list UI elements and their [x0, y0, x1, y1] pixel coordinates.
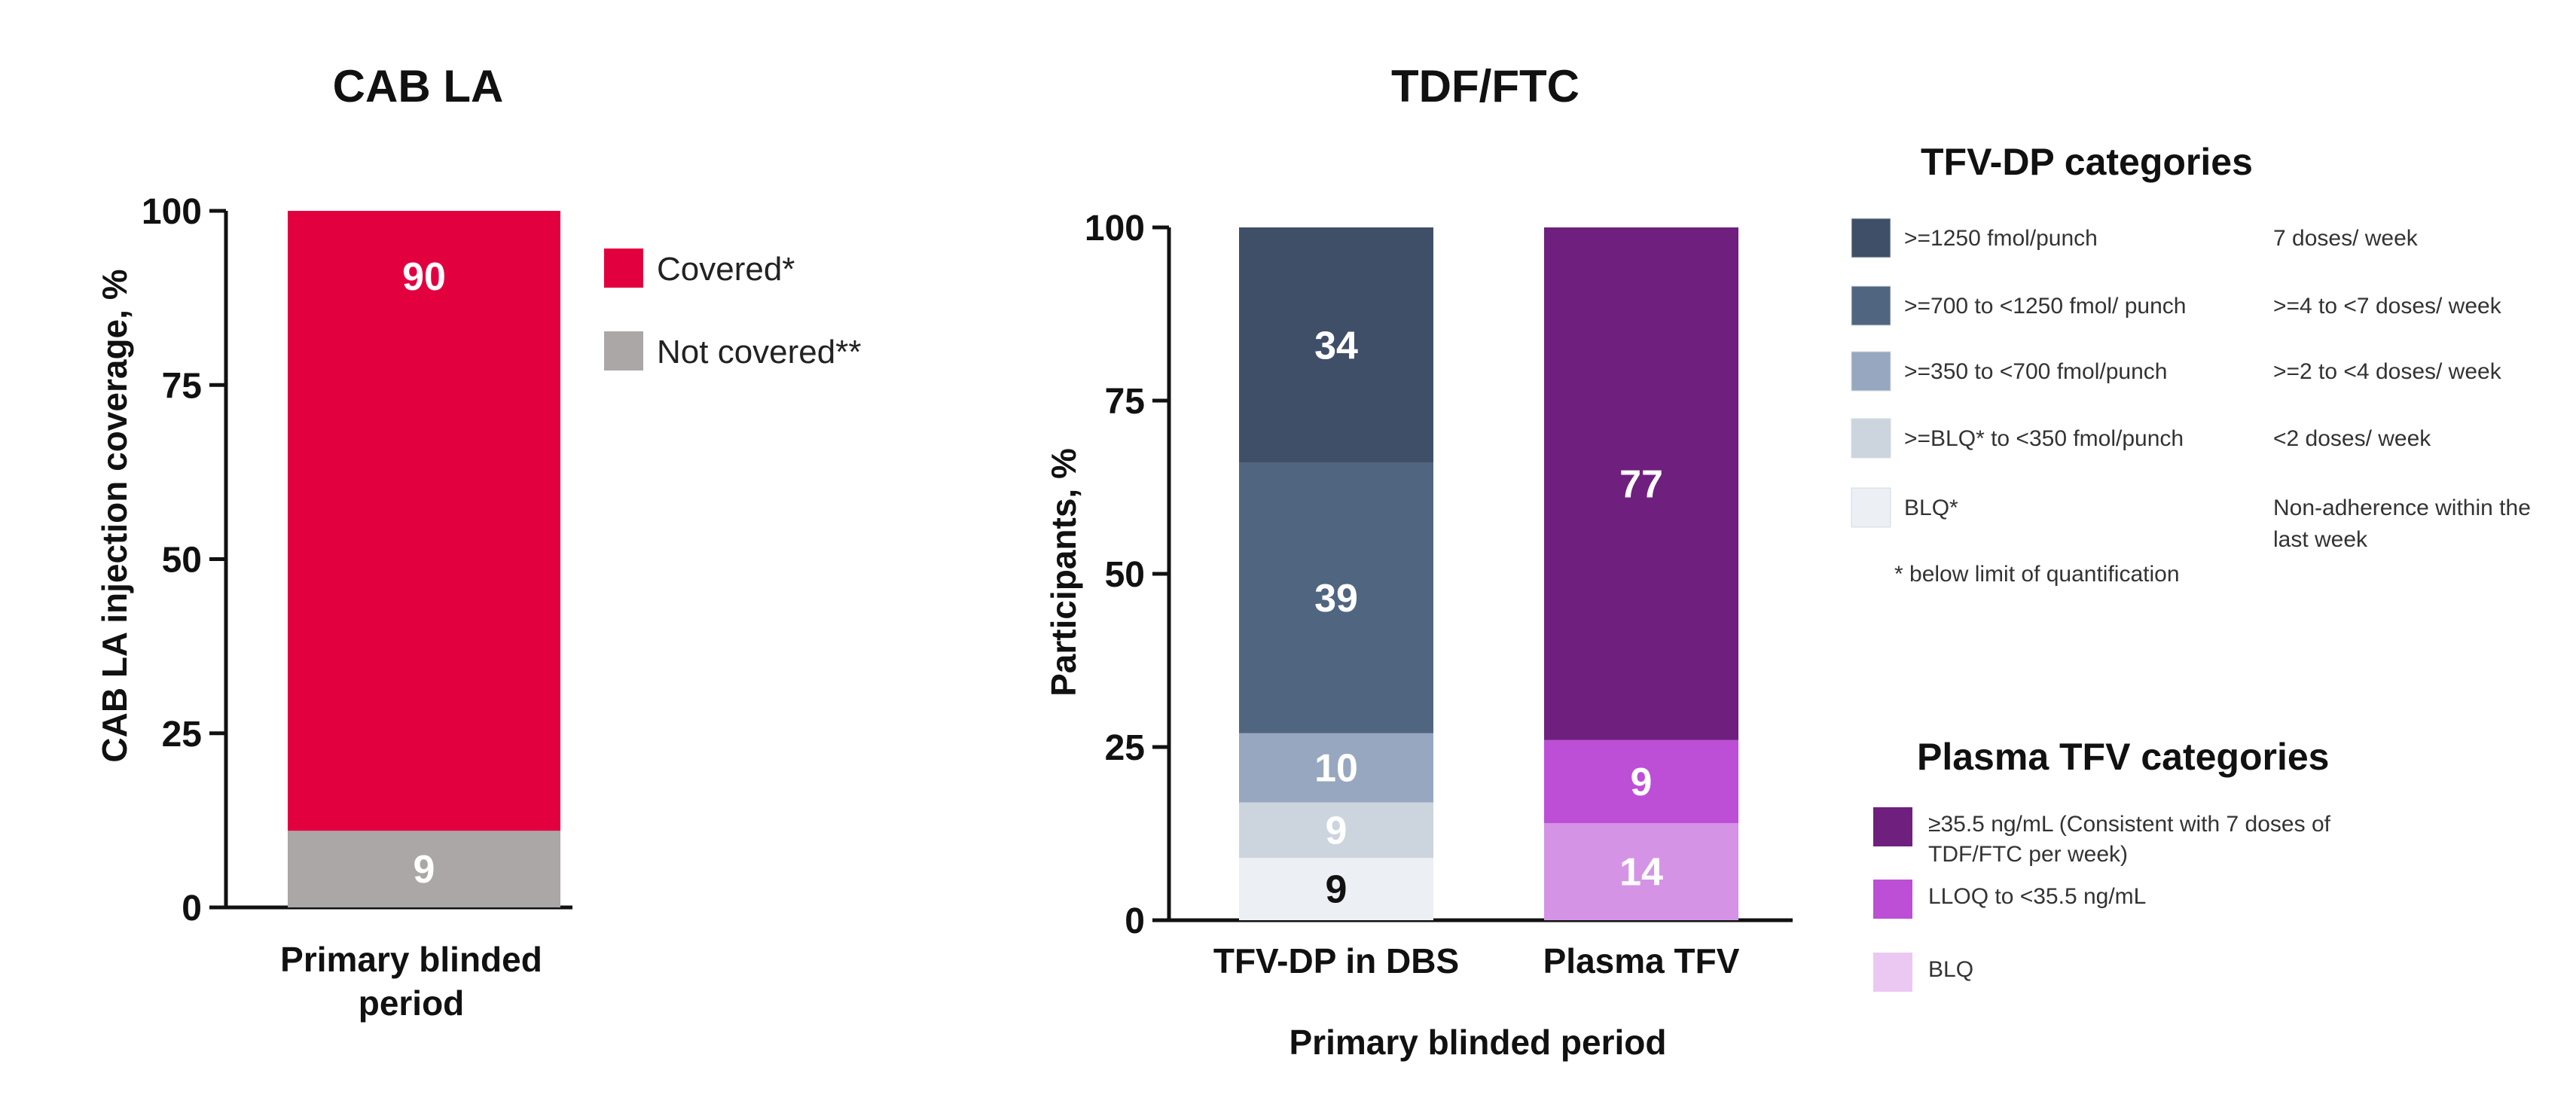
- right-bar-data-label: 14: [1619, 851, 1663, 895]
- tfv-dp-legend-doses: >=2 to <4 doses/ week: [2273, 359, 2502, 384]
- right-y-tick-label: 100: [1085, 209, 1145, 249]
- tfv-dp-legend-heading: TFV-DP categories: [1921, 141, 2253, 183]
- left-chart-title: CAB LA: [333, 61, 504, 111]
- plasma-legend-swatch: [1873, 880, 1912, 919]
- left-legend-swatch: [604, 249, 643, 288]
- tfv-dp-legend-footnote: * below limit of quantification: [1894, 562, 2180, 587]
- left-bar-data-label: 90: [402, 255, 446, 299]
- left-legend-label: Not covered**: [657, 334, 861, 370]
- left-bar-segment-not-covered: [288, 831, 560, 907]
- left-bar-segment-covered: [288, 211, 560, 831]
- right-bar-segment: [1239, 802, 1433, 858]
- right-bar-data-label: 77: [1619, 462, 1663, 506]
- left-x-category-label: Primary blinded period: [280, 940, 542, 1023]
- tfv-dp-legend-doses: Non-adherence within the last week: [2273, 496, 2531, 552]
- right-bar-data-label: 39: [1314, 577, 1358, 621]
- right-bar-data-label: 10: [1314, 747, 1358, 791]
- right-y-tick-label: 50: [1105, 555, 1145, 595]
- tfv-dp-legend-doses: >=4 to <7 doses/ week: [2273, 294, 2502, 319]
- left-legend-label: Covered*: [657, 251, 795, 288]
- right-x-tick-label: TFV-DP in DBS: [1213, 941, 1459, 980]
- tfv-dp-legend-label: BLQ*: [1904, 496, 1958, 520]
- right-y-tick-label: 0: [1125, 901, 1145, 941]
- right-bar-segment: [1544, 823, 1738, 920]
- tfv-dp-legend-label: >=350 to <700 fmol/punch: [1904, 359, 2167, 384]
- left-y-tick-label: 75: [162, 366, 202, 406]
- right-y-tick-label: 25: [1105, 728, 1145, 768]
- right-bar-data-label: 34: [1314, 324, 1358, 367]
- right-bar-segment: [1239, 858, 1433, 920]
- left-y-axis-label: CAB LA injection coverage, %: [95, 269, 134, 762]
- left-bars: 9 90: [288, 211, 560, 907]
- tfv-dp-legend: >=1250 fmol/punch 7 doses/ week >=700 to <…: [1851, 218, 2531, 552]
- tfv-dp-legend-swatch: [1851, 285, 1891, 326]
- right-y-axis-label: Participants, %: [1044, 448, 1083, 697]
- right-bar-segment: [1239, 227, 1433, 463]
- left-y-tick-label: 100: [142, 192, 202, 232]
- plasma-legend-swatch: [1873, 807, 1912, 846]
- tfv-dp-legend-label: >=1250 fmol/punch: [1904, 226, 2098, 251]
- plasma-legend-swatch: [1873, 953, 1912, 992]
- left-y-tick-label: 25: [162, 715, 202, 755]
- tfv-dp-legend-swatch: [1851, 351, 1891, 392]
- right-x-tick-label: Plasma TFV: [1543, 941, 1740, 980]
- right-bar-segment: [1544, 227, 1738, 740]
- plasma-legend-label: ≥35.5 ng/mL (Consistent with 7 doses of T…: [1928, 812, 2331, 867]
- plasma-tfv-legend: ≥35.5 ng/mL (Consistent with 7 doses of T…: [1873, 807, 2331, 992]
- tfv-dp-legend-label: >=700 to <1250 fmol/ punch: [1904, 294, 2186, 319]
- plasma-legend-heading: Plasma TFV categories: [1917, 736, 2329, 778]
- plasma-legend-label: BLQ: [1928, 957, 1973, 982]
- right-bar-segment: [1239, 462, 1433, 733]
- tfv-dp-legend-swatch: [1851, 218, 1891, 258]
- left-y-tick-label: 0: [182, 889, 202, 929]
- left-legend: Covered* Not covered**: [604, 249, 861, 370]
- tfv-dp-legend-label: >=BLQ* to <350 fmol/punch: [1904, 426, 2184, 451]
- tfv-dp-legend-doses: 7 doses/ week: [2273, 226, 2419, 251]
- tfv-dp-legend-doses: <2 doses/ week: [2273, 426, 2431, 451]
- plasma-legend-label: LLOQ to <35.5 ng/mL: [1928, 884, 2146, 909]
- left-axes: 0 25 50 75 100: [142, 192, 572, 929]
- left-y-tick-label: 50: [162, 541, 202, 581]
- right-bar-segment: [1544, 739, 1738, 824]
- left-bar-data-label: 9: [414, 848, 435, 892]
- tfv-dp-legend-swatch: [1851, 418, 1891, 459]
- right-bar-data-label: 9: [1631, 761, 1653, 804]
- right-y-tick-label: 75: [1105, 382, 1145, 422]
- right-bar-segment: [1239, 733, 1433, 803]
- right-bar-data-label: 9: [1326, 809, 1348, 852]
- left-legend-swatch: [604, 331, 643, 370]
- right-x-axis-label: Primary blinded period: [1290, 1023, 1667, 1062]
- right-bar-data-label: 9: [1326, 868, 1348, 912]
- right-bars: 9 9 10 39 34 TFV-DP in DBS 14 9 77 Plasma TFV: [1213, 227, 1740, 980]
- tfv-dp-legend-swatch: [1851, 487, 1891, 528]
- right-chart-title: TDF/FTC: [1391, 61, 1579, 111]
